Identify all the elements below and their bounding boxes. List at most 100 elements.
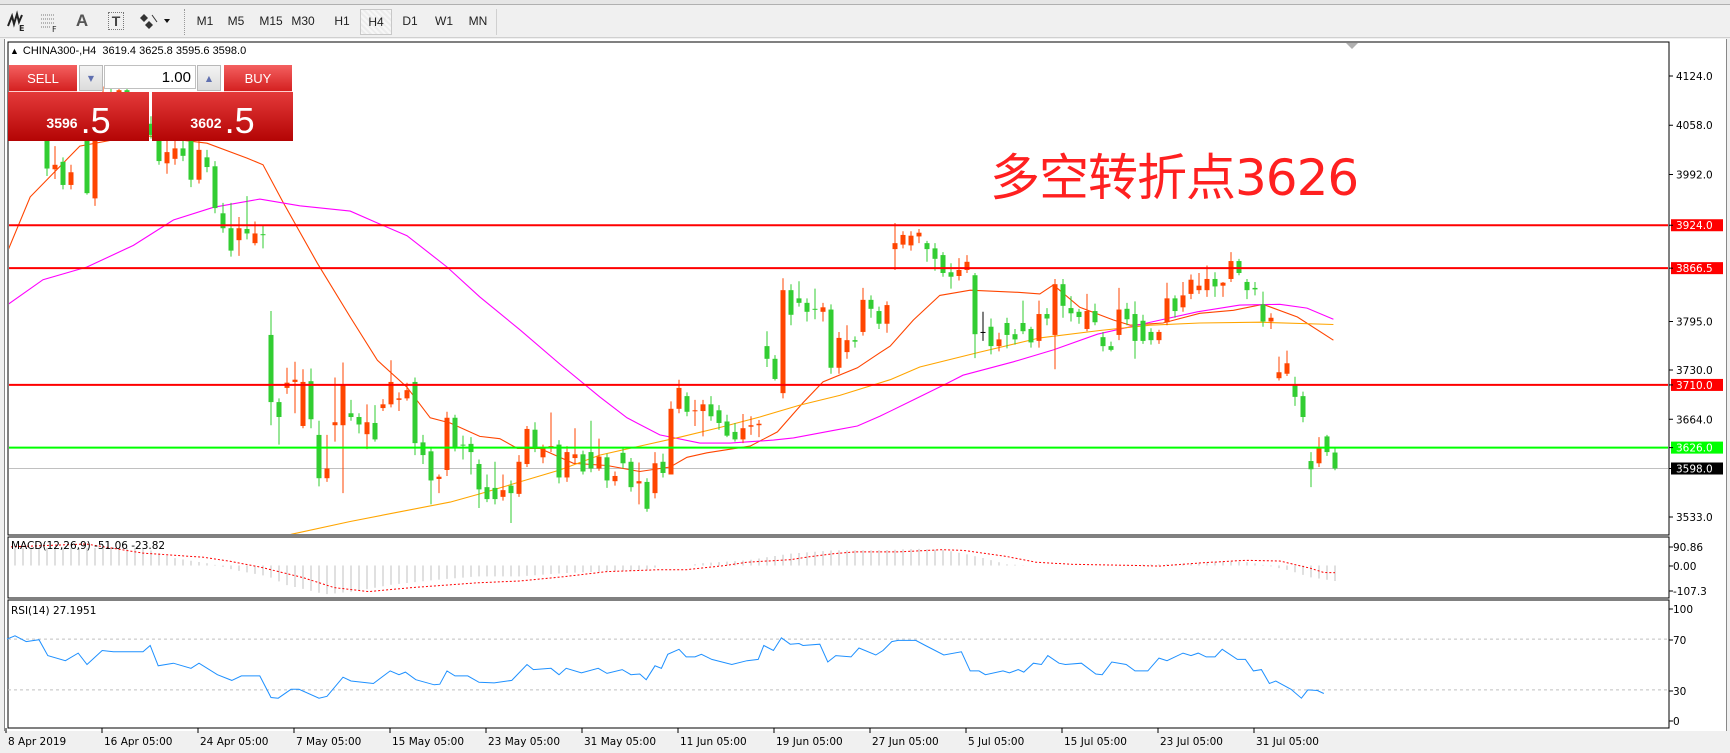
candle <box>724 414 730 438</box>
candle-body <box>60 161 66 185</box>
candle <box>1140 314 1146 344</box>
timeframe-m15-button[interactable]: M15 <box>259 14 283 28</box>
ohlc-high: 3625.8 <box>139 45 173 57</box>
candle-body <box>1300 396 1306 418</box>
candle-body <box>1020 322 1026 332</box>
text-label-icon[interactable]: T <box>104 9 128 33</box>
timeframe-m5-button[interactable]: M5 <box>227 14 245 28</box>
sell-price-main: 3596 <box>46 115 78 131</box>
sell-price-button[interactable]: 3596.5 <box>8 92 149 141</box>
text-icon[interactable]: A <box>75 11 89 30</box>
candle-body <box>340 384 346 426</box>
candle <box>244 196 250 240</box>
time-axis-label: 16 Apr 05:00 <box>104 736 172 748</box>
candle-body <box>500 490 506 497</box>
timeframe-m30-button[interactable]: M30 <box>291 14 315 28</box>
time-axis-label: 5 Jul 05:00 <box>968 736 1024 748</box>
time-axis-label: 15 May 05:00 <box>392 736 464 748</box>
candle-body <box>428 451 434 481</box>
candle <box>148 116 154 139</box>
candle-body <box>1188 279 1194 294</box>
candle <box>1260 291 1266 327</box>
candle-body <box>1068 308 1074 314</box>
timeframe-h4-button[interactable]: H4 <box>360 9 392 35</box>
price-badge <box>1671 378 1723 391</box>
chart-shift-marker-icon[interactable] <box>1346 43 1358 49</box>
buy-button[interactable]: BUY <box>224 65 292 92</box>
candle-body <box>780 290 786 394</box>
candle-body <box>396 398 402 400</box>
timeframe-mn-button[interactable]: MN <box>468 14 488 28</box>
collapse-triangle-icon[interactable]: ▲ <box>10 46 19 56</box>
candle-body <box>636 481 642 484</box>
timeframe-w1-button[interactable]: W1 <box>435 14 453 28</box>
candle-body <box>1212 278 1218 287</box>
candle <box>644 478 650 512</box>
candle <box>836 331 842 374</box>
candle <box>436 474 442 494</box>
candle-body <box>524 428 530 465</box>
candle <box>444 411 450 476</box>
candle-body <box>1284 363 1290 374</box>
candle <box>188 134 194 188</box>
lot-size-input[interactable]: 1.00 <box>104 65 196 89</box>
candle <box>1172 295 1178 318</box>
candle-body <box>164 152 170 164</box>
time-axis-label: 31 May 05:00 <box>584 736 656 748</box>
candle-body <box>564 452 570 478</box>
timeframe-d1-button[interactable]: D1 <box>402 14 418 28</box>
candle-body <box>772 358 778 379</box>
candle-body <box>484 487 490 500</box>
candle-body <box>764 346 770 359</box>
candle <box>916 228 922 244</box>
time-axis-label: 23 Jul 05:00 <box>1160 736 1223 748</box>
arrows-icon[interactable] <box>138 9 174 33</box>
candle <box>572 428 578 465</box>
candle-body <box>1148 331 1154 341</box>
candle-body <box>332 422 338 426</box>
candle <box>620 447 626 469</box>
candle <box>1284 350 1290 376</box>
timeframe-m1-button[interactable]: M1 <box>196 14 214 28</box>
fibonacci-icon[interactable]: F <box>36 9 62 33</box>
candle-body <box>708 404 714 417</box>
candle-body <box>660 461 666 473</box>
candle-body <box>908 235 914 246</box>
candle-body <box>612 475 618 482</box>
candle <box>1236 258 1242 276</box>
expert-chart-icon[interactable]: E <box>4 9 30 33</box>
sell-button[interactable]: SELL <box>9 65 77 92</box>
lot-decrease-button[interactable]: ▼ <box>79 65 103 91</box>
candle-body <box>84 123 90 194</box>
chart-header: ▲ CHINA300-,H4 3619.4 3625.8 3595.6 3598.… <box>10 45 246 57</box>
text-label-glyph: T <box>107 12 125 30</box>
candle <box>348 399 354 421</box>
chart-annotation-text[interactable]: 多空转折点3626 <box>990 149 1359 207</box>
macd-axis-label: 90.86 <box>1673 542 1703 554</box>
candle <box>1196 272 1202 294</box>
timeframe-h1-button[interactable]: H1 <box>334 14 350 28</box>
candle <box>60 157 66 190</box>
svg-text:E: E <box>19 24 24 32</box>
candle <box>1188 274 1194 300</box>
candle-body <box>508 485 514 494</box>
candle-body <box>604 457 610 481</box>
candle <box>1228 252 1234 282</box>
candle-body <box>1156 331 1162 341</box>
price-axis-label: 4058.0 <box>1676 120 1713 132</box>
buy-price-button[interactable]: 3602.5 <box>152 92 293 141</box>
candle-body <box>1228 261 1234 279</box>
candle-body <box>268 334 274 403</box>
price-badge <box>1671 441 1723 454</box>
candle-body <box>172 148 178 159</box>
buy-price-main: 3602 <box>190 115 222 131</box>
candle <box>1068 296 1074 322</box>
time-axis-label: 11 Jun 05:00 <box>680 736 747 748</box>
candle-body <box>460 444 466 446</box>
candle <box>684 392 690 417</box>
candle-body <box>324 468 330 479</box>
main-plot <box>9 78 1668 534</box>
candle <box>964 255 970 273</box>
lot-increase-button[interactable]: ▲ <box>197 65 221 91</box>
candle <box>852 336 858 348</box>
